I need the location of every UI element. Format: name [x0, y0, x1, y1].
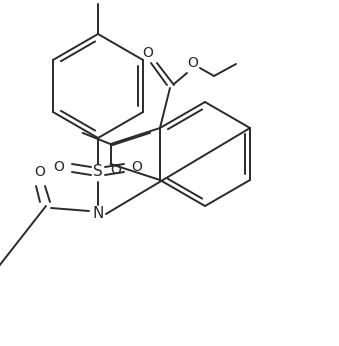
- Text: S: S: [93, 164, 103, 180]
- Text: O: O: [54, 160, 64, 174]
- Text: O: O: [35, 165, 45, 179]
- Text: O: O: [142, 46, 154, 60]
- Text: O: O: [110, 163, 121, 177]
- Text: N: N: [92, 207, 104, 221]
- Text: O: O: [132, 160, 142, 174]
- Text: O: O: [187, 56, 198, 70]
